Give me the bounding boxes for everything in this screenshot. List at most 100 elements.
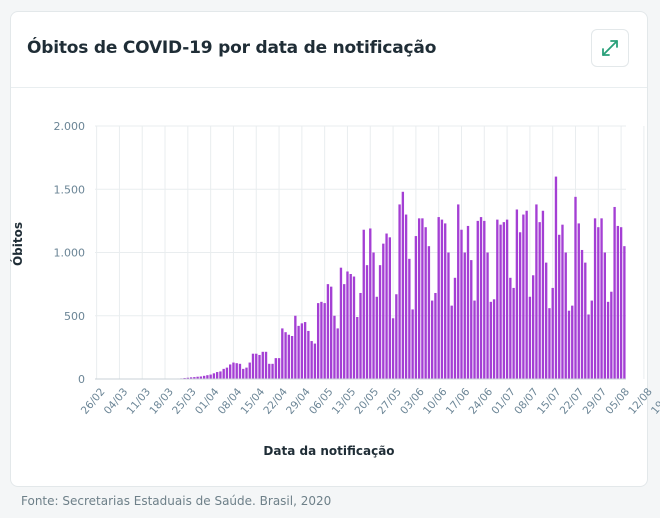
bar[interactable] — [284, 332, 287, 379]
bar[interactable] — [574, 196, 577, 379]
bar[interactable] — [623, 246, 626, 379]
bar[interactable] — [414, 236, 418, 379]
bar[interactable] — [294, 315, 297, 379]
bar[interactable] — [365, 265, 369, 379]
bar[interactable] — [509, 277, 512, 379]
bar[interactable] — [440, 219, 444, 379]
bar[interactable] — [274, 358, 277, 379]
bar[interactable] — [545, 262, 548, 379]
bar[interactable] — [411, 309, 414, 379]
bar[interactable] — [590, 300, 593, 379]
bar[interactable] — [515, 209, 519, 379]
bar[interactable] — [417, 218, 421, 379]
bar[interactable] — [496, 219, 499, 379]
bar[interactable] — [408, 258, 411, 379]
bar[interactable] — [196, 376, 199, 379]
bar[interactable] — [434, 292, 437, 379]
bar[interactable] — [499, 224, 502, 379]
bar[interactable] — [613, 206, 616, 379]
bar[interactable] — [349, 274, 352, 379]
bar[interactable] — [453, 277, 457, 379]
bar[interactable] — [277, 358, 281, 379]
bar[interactable] — [300, 323, 304, 379]
bar[interactable] — [268, 363, 271, 379]
bar[interactable] — [333, 315, 336, 379]
bar[interactable] — [473, 300, 476, 379]
bar[interactable] — [502, 222, 506, 379]
bar[interactable] — [310, 341, 313, 379]
bar[interactable] — [343, 284, 346, 380]
bar[interactable] — [356, 317, 359, 379]
bar[interactable] — [528, 296, 532, 379]
bar[interactable] — [391, 318, 395, 379]
bar[interactable] — [505, 219, 509, 379]
bar[interactable] — [212, 373, 216, 379]
bar[interactable] — [388, 237, 391, 379]
bar[interactable] — [245, 367, 248, 379]
bar[interactable] — [619, 227, 623, 379]
bar[interactable] — [313, 343, 317, 379]
bar[interactable] — [352, 276, 356, 379]
bar[interactable] — [600, 218, 603, 379]
bar[interactable] — [378, 265, 382, 379]
bar[interactable] — [437, 217, 440, 379]
bar[interactable] — [261, 351, 264, 379]
bar[interactable] — [603, 252, 606, 380]
bar[interactable] — [271, 363, 274, 379]
bar[interactable] — [444, 223, 447, 379]
bar[interactable] — [225, 367, 229, 379]
expand-button[interactable] — [591, 29, 629, 67]
bar[interactable] — [290, 335, 294, 379]
bar[interactable] — [323, 303, 326, 379]
bar[interactable] — [232, 362, 235, 379]
bar[interactable] — [593, 218, 597, 379]
bar[interactable] — [616, 225, 620, 379]
bar[interactable] — [330, 286, 333, 379]
bar[interactable] — [522, 214, 525, 379]
bar[interactable] — [320, 301, 323, 379]
bar[interactable] — [486, 252, 489, 380]
bar[interactable] — [479, 217, 483, 379]
bar[interactable] — [186, 377, 190, 379]
bar[interactable] — [564, 252, 567, 380]
bar[interactable] — [551, 287, 554, 379]
bar[interactable] — [297, 325, 300, 379]
bar[interactable] — [597, 227, 600, 379]
bar[interactable] — [538, 222, 541, 379]
bar[interactable] — [238, 363, 242, 379]
bar[interactable] — [421, 218, 424, 379]
bar[interactable] — [248, 362, 251, 379]
bar[interactable] — [518, 232, 522, 379]
bar[interactable] — [215, 372, 219, 379]
bar[interactable] — [460, 229, 463, 379]
bar[interactable] — [235, 363, 238, 379]
bar[interactable] — [362, 229, 365, 379]
bar[interactable] — [587, 314, 590, 379]
bar[interactable] — [316, 303, 320, 379]
bar[interactable] — [531, 275, 535, 379]
bar[interactable] — [255, 353, 258, 379]
bar[interactable] — [483, 220, 486, 380]
bar[interactable] — [369, 228, 372, 379]
bar[interactable] — [427, 246, 431, 379]
bar[interactable] — [326, 284, 330, 380]
bar[interactable] — [463, 252, 466, 380]
bar[interactable] — [567, 310, 571, 379]
bar[interactable] — [199, 376, 203, 379]
bar[interactable] — [193, 377, 196, 379]
bar[interactable] — [222, 368, 225, 379]
bar[interactable] — [375, 296, 378, 379]
bar[interactable] — [209, 374, 212, 379]
bar[interactable] — [606, 301, 610, 379]
bar[interactable] — [535, 204, 538, 379]
bar[interactable] — [359, 292, 362, 379]
bar[interactable] — [385, 233, 388, 379]
bar[interactable] — [457, 204, 460, 379]
bar[interactable] — [554, 176, 558, 379]
bar[interactable] — [489, 301, 492, 379]
bar[interactable] — [558, 234, 561, 379]
bar[interactable] — [476, 220, 479, 380]
bar[interactable] — [424, 227, 427, 379]
bar[interactable] — [206, 375, 209, 379]
bar[interactable] — [219, 371, 222, 379]
